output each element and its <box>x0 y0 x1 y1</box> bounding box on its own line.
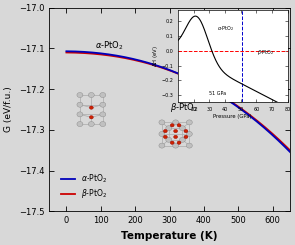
Circle shape <box>163 135 167 138</box>
Circle shape <box>177 141 181 144</box>
Text: $\beta$-PtO$_2$: $\beta$-PtO$_2$ <box>170 100 198 113</box>
Circle shape <box>180 137 186 142</box>
Circle shape <box>186 132 192 136</box>
Circle shape <box>77 112 83 117</box>
Circle shape <box>170 141 174 144</box>
Circle shape <box>174 135 178 138</box>
Text: $\alpha$-PtO$_2$: $\alpha$-PtO$_2$ <box>95 39 124 52</box>
Circle shape <box>159 132 165 136</box>
Circle shape <box>88 122 94 127</box>
Circle shape <box>77 102 83 107</box>
Circle shape <box>89 116 93 119</box>
Circle shape <box>88 93 94 98</box>
Circle shape <box>173 120 178 125</box>
Circle shape <box>100 102 106 107</box>
Circle shape <box>177 124 181 127</box>
Circle shape <box>100 112 106 117</box>
Circle shape <box>174 129 178 133</box>
Circle shape <box>159 143 165 148</box>
X-axis label: Temperature (K): Temperature (K) <box>121 231 218 241</box>
Circle shape <box>173 143 178 148</box>
Circle shape <box>180 126 186 131</box>
Circle shape <box>184 129 188 133</box>
Circle shape <box>100 122 106 127</box>
Circle shape <box>166 126 172 131</box>
Y-axis label: G (eV/f.u.): G (eV/f.u.) <box>4 87 13 132</box>
Circle shape <box>159 120 165 125</box>
Circle shape <box>100 93 106 98</box>
Legend: $\alpha$-PtO$_2$, $\beta$-PtO$_2$: $\alpha$-PtO$_2$, $\beta$-PtO$_2$ <box>58 170 110 204</box>
Circle shape <box>186 120 192 125</box>
Circle shape <box>77 93 83 98</box>
Circle shape <box>186 143 192 148</box>
Circle shape <box>163 129 167 133</box>
Circle shape <box>166 137 172 142</box>
Circle shape <box>170 124 174 127</box>
Circle shape <box>89 106 93 109</box>
Circle shape <box>77 122 83 127</box>
Circle shape <box>184 135 188 138</box>
